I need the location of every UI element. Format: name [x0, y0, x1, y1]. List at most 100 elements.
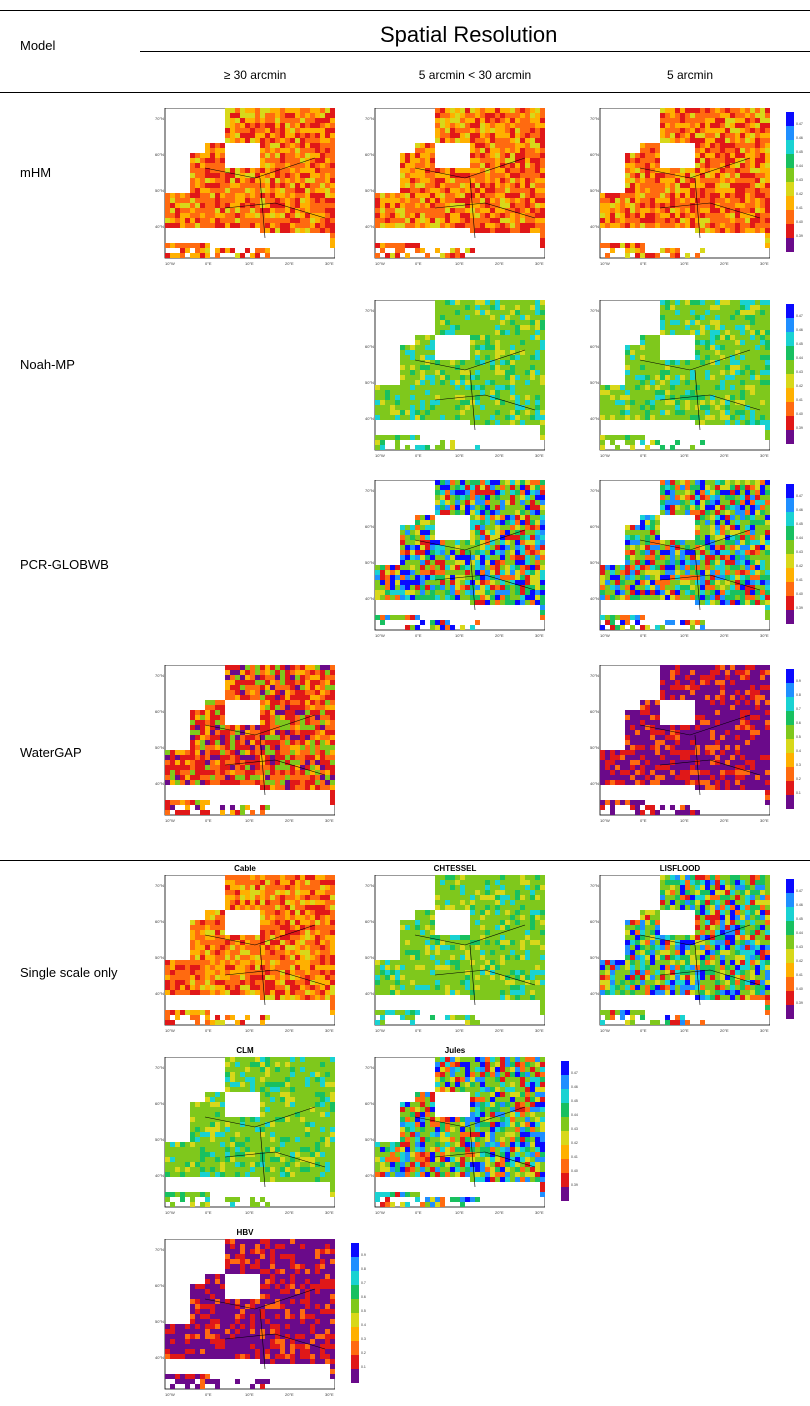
legend-label: 0.46	[796, 903, 803, 907]
legend-label: 0.42	[796, 959, 803, 963]
legend-swatch	[786, 582, 794, 596]
legend-label: 0.42	[796, 192, 803, 196]
legend-swatch	[786, 596, 794, 610]
map-lisflood: 70°N 60°N 50°N 40°N 10°W 0°E 10°E 20°E 30°E 0.47 0…	[590, 875, 803, 1035]
lat-tick-label: 70°N	[365, 116, 374, 121]
legend-label: 0.45	[796, 150, 803, 154]
country-borders	[414, 1106, 536, 1188]
lon-tick-label: 0°E	[415, 453, 422, 458]
legend-swatch	[561, 1145, 569, 1159]
lon-tick-label: 30°E	[535, 1028, 544, 1033]
legend-label: 0.6	[796, 721, 801, 725]
lon-tick-label: 30°E	[760, 261, 769, 266]
legend-swatch	[561, 1061, 569, 1075]
legend-label: 0.44	[796, 164, 803, 168]
map-grid	[600, 108, 770, 258]
lat-tick-label: 60°N	[155, 1101, 164, 1106]
lat-tick-label: 70°N	[155, 1247, 164, 1252]
legend-label: 0.8	[361, 1267, 366, 1271]
lon-tick-label: 30°E	[535, 633, 544, 638]
legend-label: 0.46	[796, 508, 803, 512]
map-title-chtessel: CHTESSEL	[433, 864, 477, 873]
lat-tick-label: 40°N	[590, 224, 599, 229]
color-legend	[561, 1061, 569, 1201]
lon-tick-label: 30°E	[760, 633, 769, 638]
legend-swatch	[786, 921, 794, 935]
lon-tick-label: 0°E	[640, 1028, 647, 1033]
lon-tick-label: 10°W	[600, 453, 610, 458]
legend-swatch	[786, 893, 794, 907]
lat-tick-label: 50°N	[365, 1137, 374, 1142]
map-grid	[600, 300, 770, 450]
legend-swatch	[786, 318, 794, 332]
lon-tick-label: 10°W	[165, 261, 175, 266]
legend-label: 0.45	[571, 1099, 578, 1103]
country-borders	[639, 349, 761, 431]
map-title-cable: Cable	[234, 864, 256, 873]
legend-swatch	[786, 697, 794, 711]
lon-tick-label: 0°E	[205, 1028, 212, 1033]
lon-tick-label: 10°W	[375, 633, 385, 638]
spatial-rule	[140, 51, 810, 52]
lat-tick-label: 40°N	[365, 596, 374, 601]
lon-tick-label: 30°E	[325, 1210, 334, 1215]
map-chtessel: 70°N 60°N 50°N 40°N 10°W 0°E 10°E 20°E 30°E	[365, 875, 545, 1035]
lat-tick-label: 70°N	[365, 308, 374, 313]
map-cable: 70°N 60°N 50°N 40°N 10°W 0°E 10°E 20°E 30°E	[155, 875, 335, 1035]
legend-label: 0.7	[361, 1281, 366, 1285]
legend-swatch	[786, 498, 794, 512]
legend-label: 0.42	[796, 564, 803, 568]
legend-swatch	[786, 568, 794, 582]
country-borders	[204, 157, 326, 239]
legend-label: 0.39	[796, 606, 803, 610]
map-watergap-fine: 70°N 60°N 50°N 40°N 10°W 0°E 10°E 20°E 30°E 0.9 0.…	[590, 665, 801, 825]
lon-tick-label: 10°E	[680, 818, 689, 823]
legend-label: 0.2	[361, 1351, 366, 1355]
legend-label: 0.41	[796, 973, 803, 977]
lon-tick-label: 0°E	[205, 818, 212, 823]
lon-tick-label: 10°W	[375, 1028, 385, 1033]
lat-tick-label: 60°N	[365, 152, 374, 157]
legend-swatch	[786, 430, 794, 444]
legend-label: 0.47	[796, 314, 803, 318]
map-noah-medium: 70°N 60°N 50°N 40°N 10°W 0°E 10°E 20°E 30°E	[365, 300, 545, 460]
lon-tick-label: 10°E	[245, 1210, 254, 1215]
legend-swatch	[786, 112, 794, 126]
map-grid	[375, 1057, 545, 1207]
map-title-clm: CLM	[236, 1046, 254, 1055]
legend-swatch	[786, 126, 794, 140]
lat-tick-label: 40°N	[155, 781, 164, 786]
lon-tick-label: 20°E	[285, 1210, 294, 1215]
lat-tick-label: 70°N	[590, 488, 599, 493]
color-legend	[786, 879, 794, 1019]
lon-tick-label: 0°E	[640, 453, 647, 458]
legend-swatch	[786, 753, 794, 767]
lon-tick-label: 20°E	[285, 1392, 294, 1397]
lat-tick-label: 60°N	[155, 152, 164, 157]
lat-tick-label: 50°N	[155, 1319, 164, 1324]
lat-tick-label: 40°N	[155, 1173, 164, 1178]
legend-label: 0.9	[361, 1253, 366, 1257]
country-borders	[639, 714, 761, 796]
lon-tick-label: 10°E	[680, 1028, 689, 1033]
lon-tick-label: 0°E	[205, 1210, 212, 1215]
map-grid	[600, 480, 770, 630]
lat-tick-label: 50°N	[590, 188, 599, 193]
lat-tick-label: 50°N	[365, 560, 374, 565]
lat-tick-label: 40°N	[590, 416, 599, 421]
legend-swatch	[786, 683, 794, 697]
map-title-jules: Jules	[444, 1046, 466, 1055]
legend-swatch	[786, 907, 794, 921]
legend-label: 0.6	[361, 1295, 366, 1299]
lon-tick-label: 10°E	[245, 818, 254, 823]
lon-tick-label: 10°E	[245, 1028, 254, 1033]
map-mhm-fine: 70°N 60°N 50°N 40°N 10°W 0°E 10°E 20°E 30°E 0.47 0…	[590, 108, 803, 268]
model-header: Model	[20, 38, 56, 53]
color-legend	[786, 484, 794, 624]
lat-tick-label: 40°N	[365, 1173, 374, 1178]
country-borders	[204, 1288, 326, 1370]
lon-tick-label: 20°E	[495, 1210, 504, 1215]
legend-label: 0.43	[796, 945, 803, 949]
lon-tick-label: 0°E	[640, 633, 647, 638]
map-clm: 70°N 60°N 50°N 40°N 10°W 0°E 10°E 20°E 30°E	[155, 1057, 335, 1217]
